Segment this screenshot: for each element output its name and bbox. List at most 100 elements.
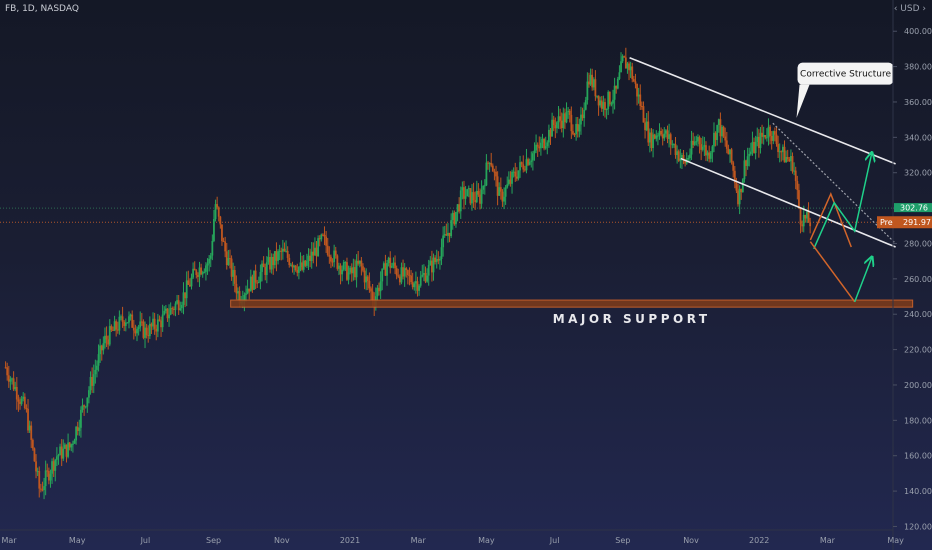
candle-body (219, 216, 222, 225)
candle-body (333, 250, 336, 262)
callout-label: Corrective Structure (800, 70, 891, 80)
channel-lower-line[interactable] (680, 157, 896, 248)
channel-upper-line[interactable] (629, 57, 896, 165)
candle-body (642, 106, 645, 123)
candle-body (52, 461, 55, 471)
candle-body (110, 326, 113, 330)
candle-body (285, 250, 287, 252)
candle-body (208, 258, 211, 264)
candle-body (539, 142, 542, 149)
candle-body (506, 184, 509, 188)
candle-body (791, 156, 794, 172)
candle-body (631, 66, 634, 80)
candle-body (326, 245, 329, 255)
candle-body (482, 186, 485, 190)
candle-body (370, 288, 372, 292)
candle-body (509, 179, 512, 184)
candle-body (147, 335, 150, 337)
candle-body (179, 308, 182, 311)
candle-body (31, 439, 34, 449)
candle-body (9, 379, 12, 382)
candle-body (113, 321, 116, 331)
x-tick-label: Mar (820, 536, 836, 545)
candle-body (697, 137, 699, 142)
y-tick-label: 400.00 (904, 27, 932, 36)
candle-body (610, 103, 613, 105)
candle-body (57, 455, 60, 457)
projection-orange-down-leg[interactable] (809, 241, 856, 303)
candle-body (783, 146, 786, 163)
candle-body (490, 162, 493, 166)
callout-box[interactable] (797, 62, 894, 85)
candle-body (4, 367, 7, 369)
candle-body (676, 151, 679, 156)
second-price-tag (894, 203, 932, 213)
candle-body (757, 136, 760, 149)
currency-selector[interactable]: ‹ USD › (893, 4, 926, 14)
candle-body (214, 204, 217, 220)
projection-green-arrow-upper[interactable] (813, 153, 872, 250)
candle-body (200, 267, 203, 275)
candle-body (342, 262, 345, 270)
x-tick-label: May (69, 536, 86, 545)
candle-body (556, 122, 558, 129)
candle-body (148, 323, 151, 337)
candle-body (451, 212, 454, 221)
projection-orange-zigzag[interactable] (809, 191, 852, 248)
candle-body (115, 321, 118, 330)
candle-body (570, 114, 573, 132)
candle-body (552, 119, 555, 126)
candle-body (323, 234, 326, 237)
candle-body (794, 170, 797, 182)
candle-body (437, 259, 440, 261)
candle-body (785, 156, 788, 163)
candle-body (798, 190, 800, 208)
candle-body (349, 267, 352, 273)
candle-body (749, 151, 752, 154)
candle-body (400, 267, 403, 283)
candle-body (753, 141, 755, 153)
candle-body (520, 162, 523, 165)
candle-body (297, 266, 300, 273)
candle-body (471, 192, 473, 204)
candle-body (105, 335, 108, 340)
candle-body (732, 162, 735, 171)
candle-body (155, 328, 158, 332)
candle-body (411, 282, 414, 288)
candle-body (716, 125, 719, 140)
y-tick-label: 220.00 (904, 346, 932, 355)
candle-body (419, 276, 422, 286)
candle-body (78, 427, 81, 431)
candle-body (184, 292, 186, 299)
candle-body (164, 308, 167, 311)
projection-green-arrow-lower[interactable] (853, 258, 872, 303)
candle-body (498, 187, 501, 196)
candle-body (592, 79, 595, 88)
y-tick-label: 240.00 (904, 310, 932, 319)
candle-body (28, 425, 31, 431)
candle-body (580, 114, 582, 125)
candle-body (439, 259, 441, 261)
candle-body (511, 171, 513, 184)
candle-body (339, 265, 342, 275)
candle-body (198, 267, 201, 277)
candle-body (47, 471, 50, 481)
last-price-tag[interactable] (877, 216, 932, 229)
candle-body (790, 156, 792, 162)
candle-body (229, 258, 231, 260)
candle-body (551, 119, 554, 137)
major-support-zone[interactable] (230, 299, 914, 308)
corrective-trendline[interactable] (772, 122, 897, 244)
candle-body (294, 265, 297, 271)
candle-body (479, 194, 481, 204)
last-price-label: Pre (880, 218, 893, 227)
candle-body (596, 95, 598, 97)
candle-body (174, 303, 177, 310)
candle-body (347, 272, 350, 280)
candle-body (661, 134, 664, 139)
candle-body (741, 179, 744, 193)
candle-body (368, 280, 371, 289)
candle-body (777, 144, 779, 153)
candle-body (59, 446, 61, 456)
